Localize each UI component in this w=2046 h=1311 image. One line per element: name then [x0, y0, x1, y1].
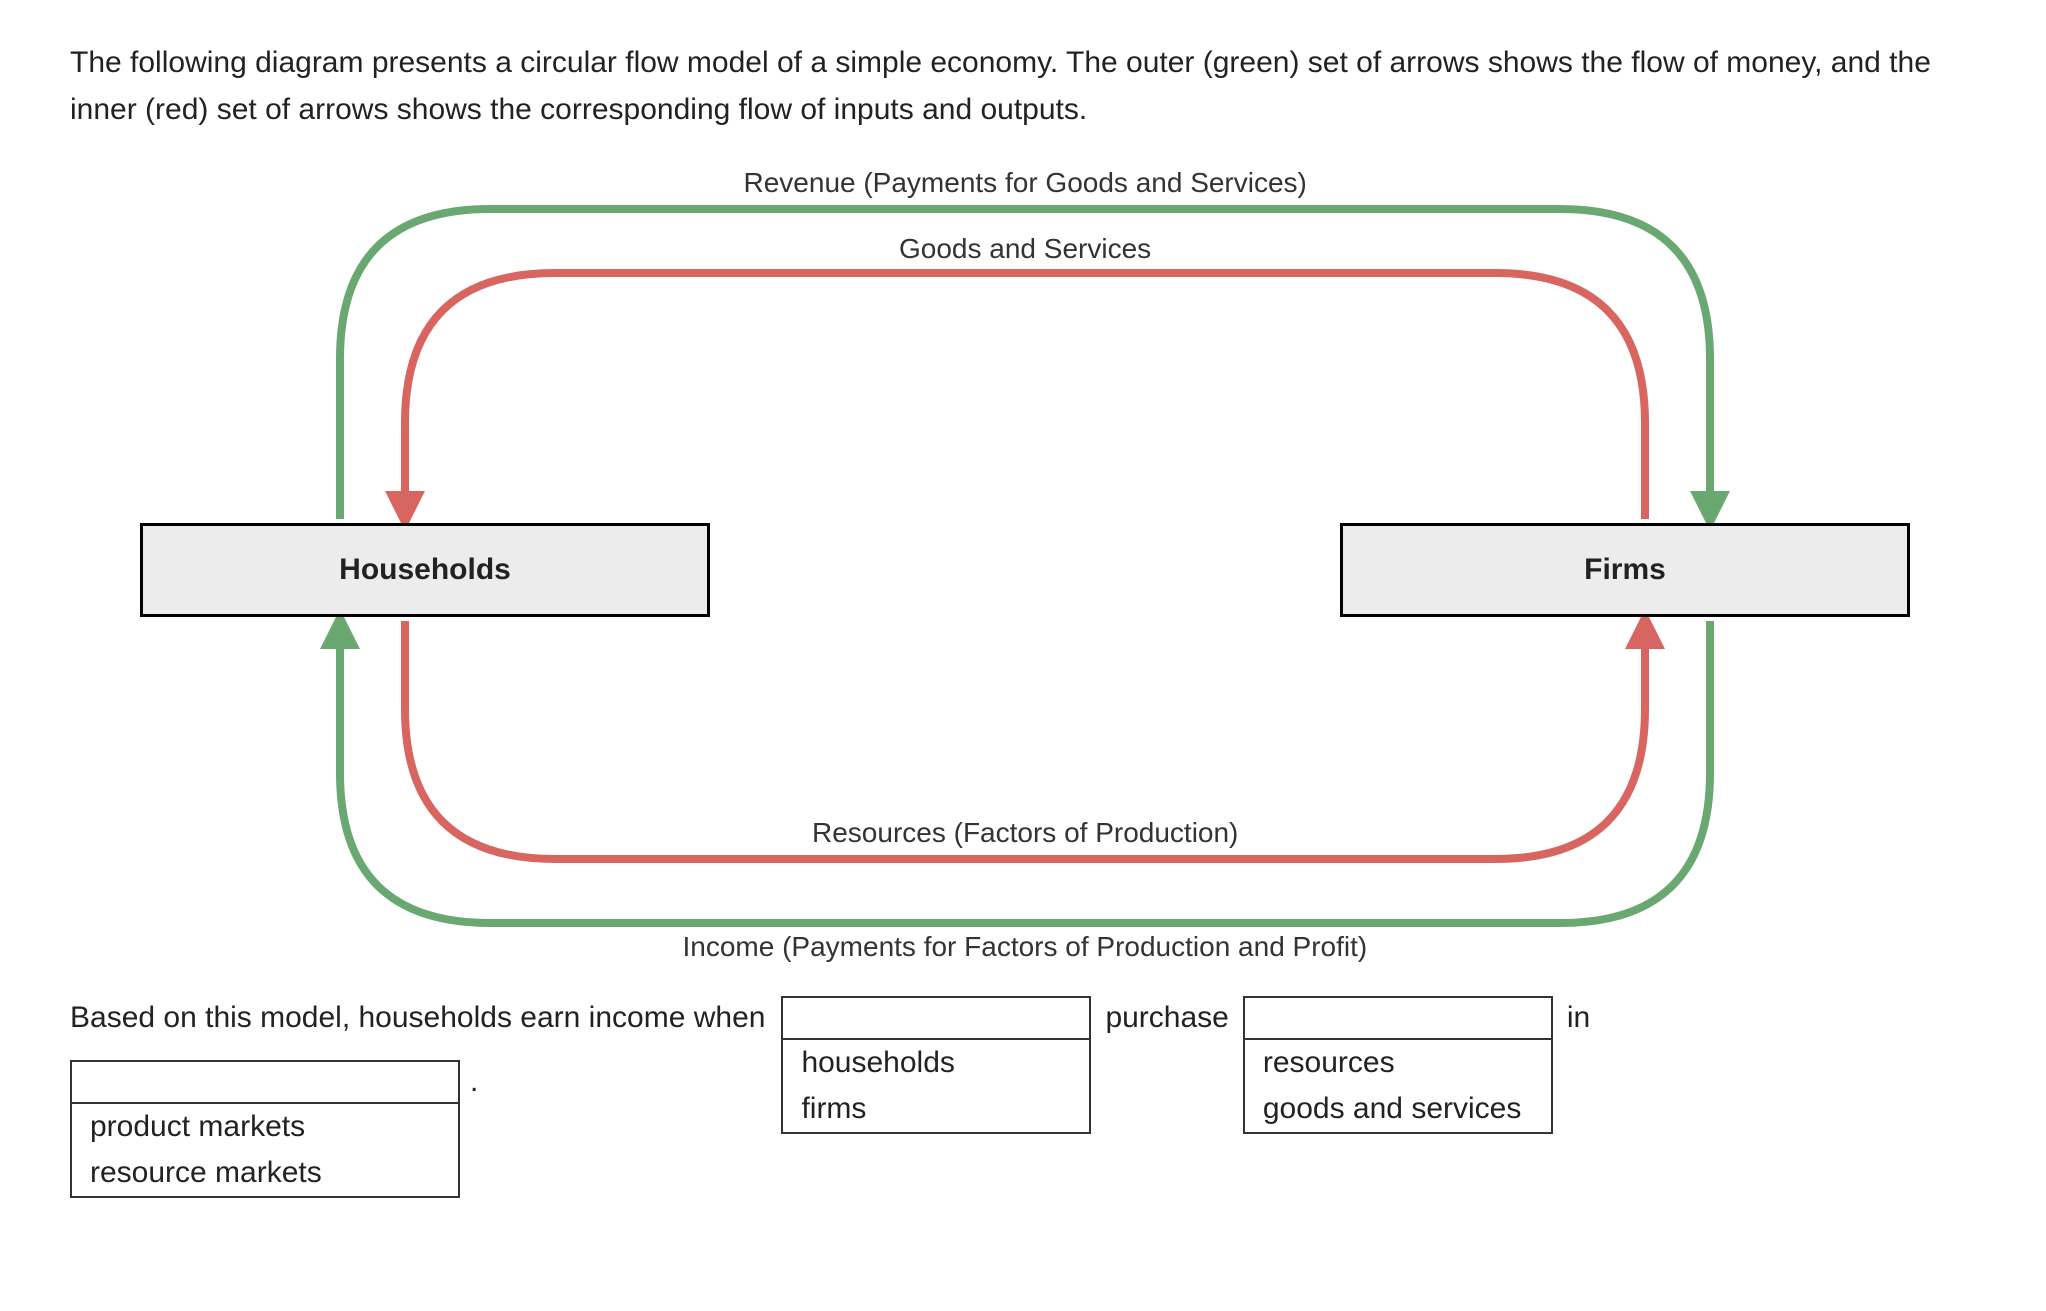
outer-top-label: Revenue (Payments for Goods and Services…	[744, 167, 1307, 199]
blank-1-who[interactable]	[781, 996, 1091, 1040]
question-prefix: Based on this model, households earn inc…	[70, 1001, 765, 1035]
dropdown-option[interactable]: resources	[1245, 1040, 1551, 1086]
blank-3-where[interactable]	[70, 1060, 460, 1104]
firms-node: Firms	[1340, 523, 1910, 617]
question-mid: purchase	[1105, 1001, 1228, 1035]
dropdown-option[interactable]: goods and services	[1245, 1086, 1551, 1132]
dropdown-option[interactable]: firms	[783, 1086, 1089, 1132]
dropdown-1-panel[interactable]: householdsfirms	[781, 1040, 1091, 1134]
dropdown-option[interactable]: households	[783, 1040, 1089, 1086]
question-line-1: Based on this model, households earn inc…	[70, 993, 1976, 1043]
dropdown-option[interactable]: resource markets	[72, 1150, 458, 1196]
question-block: Based on this model, households earn inc…	[70, 993, 1976, 1107]
outer-bottom-arrow	[340, 621, 1710, 923]
households-label: Households	[339, 553, 511, 587]
outer-bottom-label: Income (Payments for Factors of Producti…	[683, 931, 1368, 963]
firms-label: Firms	[1584, 553, 1666, 587]
inner-top-arrow	[405, 273, 1645, 519]
inner-bottom-label: Resources (Factors of Production)	[812, 817, 1238, 849]
circular-flow-diagram: Households Firms Revenue (Payments for G…	[70, 163, 1970, 983]
dropdown-option[interactable]: product markets	[72, 1104, 458, 1150]
dropdown-2-panel[interactable]: resourcesgoods and services	[1243, 1040, 1553, 1134]
dropdown-3-panel[interactable]: product marketsresource markets	[70, 1104, 460, 1198]
inner-top-label: Goods and Services	[899, 233, 1151, 265]
blank-2-what[interactable]	[1243, 996, 1553, 1040]
intro-text: The following diagram presents a circula…	[70, 40, 1970, 133]
households-node: Households	[140, 523, 710, 617]
question-period: .	[470, 1065, 478, 1099]
question-suffix: in	[1567, 1001, 1590, 1035]
page: The following diagram presents a circula…	[0, 0, 2046, 1311]
